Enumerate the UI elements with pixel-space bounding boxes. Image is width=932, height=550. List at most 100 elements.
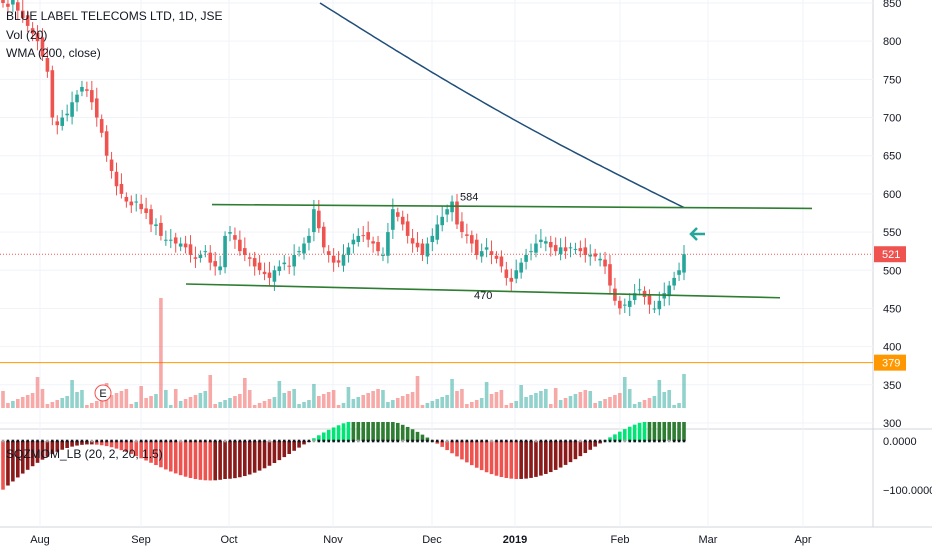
momentum-bar bbox=[667, 422, 671, 441]
candle-body bbox=[233, 235, 237, 240]
momentum-bar bbox=[124, 441, 129, 452]
squeeze-dot bbox=[238, 439, 242, 443]
squeeze-dot bbox=[51, 439, 54, 443]
volume-bar bbox=[627, 389, 632, 408]
squeeze-dot bbox=[505, 439, 508, 443]
volume-bar bbox=[608, 397, 612, 408]
candle-body bbox=[618, 300, 622, 309]
candle-body bbox=[415, 242, 420, 248]
volume-bar bbox=[85, 405, 89, 408]
level-badge bbox=[874, 354, 906, 371]
volume-bar bbox=[361, 395, 366, 408]
price-tick-label: 800 bbox=[883, 36, 901, 48]
momentum-bar bbox=[682, 422, 686, 441]
volume-bar bbox=[213, 404, 217, 408]
volume-bar bbox=[657, 380, 662, 408]
candle-body bbox=[85, 89, 89, 91]
momentum-bar bbox=[55, 441, 60, 452]
candle-body bbox=[489, 251, 494, 255]
candle-body bbox=[208, 252, 213, 263]
momentum-bar bbox=[257, 441, 262, 471]
squeeze-dot bbox=[16, 439, 20, 443]
momentum-bar bbox=[114, 441, 119, 449]
squeeze-dot bbox=[342, 439, 345, 443]
price-tick-label: 700 bbox=[883, 113, 901, 125]
candle-body bbox=[677, 270, 681, 275]
volume-bar bbox=[647, 398, 652, 408]
momentum-bar bbox=[40, 441, 45, 460]
squeeze-dot bbox=[465, 439, 469, 443]
momentum-bar bbox=[233, 441, 237, 479]
volume-bar bbox=[208, 375, 213, 408]
momentum-bar bbox=[297, 441, 301, 448]
momentum-bar bbox=[119, 441, 124, 451]
volume-bar bbox=[134, 402, 139, 408]
squeeze-dot bbox=[26, 439, 29, 443]
squeeze-dot bbox=[85, 439, 89, 443]
momentum-bar bbox=[435, 441, 440, 444]
candle-body bbox=[391, 209, 395, 230]
squeeze-dot bbox=[357, 439, 360, 443]
volume-bar bbox=[578, 392, 583, 408]
squeeze-dot bbox=[529, 439, 533, 443]
momentum-bar bbox=[588, 441, 593, 450]
candle-body bbox=[277, 266, 282, 272]
momentum-bar bbox=[484, 441, 489, 473]
momentum-bar bbox=[415, 431, 420, 441]
squeeze-dot bbox=[435, 439, 439, 443]
candle-body bbox=[652, 308, 657, 310]
momentum-bar bbox=[168, 441, 173, 472]
volume-bar bbox=[6, 403, 10, 408]
candle-body bbox=[593, 253, 597, 257]
momentum-bar bbox=[228, 441, 232, 479]
squeeze-dot bbox=[554, 439, 557, 443]
candle-body bbox=[514, 270, 519, 279]
candle-body bbox=[267, 272, 272, 278]
candle-body bbox=[632, 293, 637, 301]
candle-body bbox=[336, 260, 341, 263]
momentum-bar bbox=[203, 441, 208, 481]
squeeze-dot bbox=[80, 439, 84, 443]
squeeze-dot bbox=[485, 439, 488, 443]
candle-body bbox=[583, 247, 588, 255]
squeeze-dot bbox=[105, 439, 108, 443]
squeeze-dot bbox=[579, 439, 582, 443]
candle-body bbox=[154, 224, 158, 226]
volume-bar bbox=[321, 394, 326, 408]
squeeze-dot bbox=[268, 439, 271, 443]
volume-bar bbox=[45, 404, 50, 408]
momentum-bar bbox=[129, 441, 134, 454]
squeeze-dot bbox=[588, 439, 592, 443]
momentum-bar bbox=[622, 429, 627, 441]
squeeze-dot bbox=[633, 439, 636, 443]
candle-body bbox=[70, 102, 74, 117]
momentum-bar bbox=[627, 426, 632, 441]
squeeze-dot bbox=[431, 439, 434, 443]
candle-body bbox=[11, 0, 15, 5]
momentum-bar bbox=[164, 441, 168, 470]
candle-body bbox=[292, 254, 296, 267]
candle-body bbox=[243, 248, 247, 255]
momentum-bar bbox=[321, 432, 326, 441]
squeeze-dot bbox=[213, 439, 217, 443]
momentum-bar bbox=[558, 441, 563, 468]
squeeze-dot bbox=[159, 439, 163, 443]
candle-body bbox=[534, 243, 538, 253]
squeeze-dot bbox=[421, 439, 424, 443]
time-tick-label: Dec bbox=[422, 534, 442, 546]
candle-body bbox=[124, 196, 129, 202]
momentum-bar bbox=[302, 441, 306, 445]
squeeze-dot bbox=[455, 439, 459, 443]
squeeze-dot bbox=[278, 439, 281, 443]
candle-body bbox=[99, 119, 104, 133]
squeeze-dot bbox=[672, 439, 676, 443]
volume-bar bbox=[223, 400, 227, 408]
squeeze-dot bbox=[618, 439, 622, 443]
squeeze-dot bbox=[638, 439, 641, 443]
volume-bar bbox=[55, 400, 60, 408]
channel-top-label: 584 bbox=[460, 192, 478, 204]
squeeze-dot bbox=[218, 439, 222, 443]
momentum-bar bbox=[504, 441, 509, 478]
candle-body bbox=[55, 121, 60, 126]
